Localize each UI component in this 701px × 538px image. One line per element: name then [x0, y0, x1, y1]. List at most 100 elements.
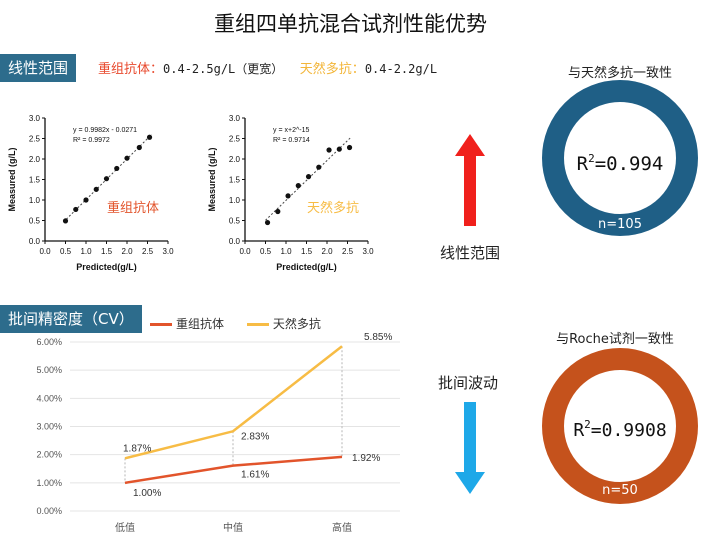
- y-tick-label: 5.00%: [36, 365, 62, 375]
- down-arrow-icon: [455, 402, 485, 494]
- batch-variation-arrow-label: 批间波动: [438, 374, 499, 392]
- y-axis-title: Measured (g/L): [7, 147, 17, 211]
- data-label: 1.92%: [352, 453, 380, 464]
- scatter-point: [146, 134, 153, 140]
- series-line: [124, 455, 343, 485]
- x-category-label: 中值: [223, 521, 243, 534]
- x-tick-label: 1.5: [301, 247, 313, 256]
- recombinant-range-label: 重组抗体：: [98, 62, 164, 77]
- x-tick-label: 1.0: [280, 247, 292, 256]
- data-label: 1.61%: [241, 470, 269, 481]
- x-axis-title: Predicted(g/L): [76, 262, 137, 272]
- series-annotation: 重组抗体: [107, 200, 159, 216]
- natural-range-value: 0.4-2.2g/L: [364, 62, 438, 76]
- linear-range-summary: 重组抗体：0.4-2.5g/L（更宽） 天然多抗：0.4-2.2g/L: [98, 58, 437, 77]
- cv-legend: 重组抗体 天然多抗: [150, 315, 321, 332]
- series-annotation: 天然多抗: [307, 200, 359, 216]
- data-label: 2.83%: [241, 431, 269, 442]
- data-label: 1.00%: [133, 488, 161, 499]
- scatter-point: [336, 146, 342, 152]
- y-tick-label: 4.00%: [36, 393, 62, 403]
- y-tick-label: 3.0: [229, 114, 241, 123]
- scatter-point: [114, 165, 120, 172]
- scatter-point: [285, 193, 291, 199]
- cv-section-label: 批间精密度（CV）: [0, 305, 142, 333]
- x-tick-label: 1.5: [101, 247, 113, 256]
- ring-title-natural: 与天然多抗一致性: [567, 66, 672, 81]
- scatter-point: [264, 219, 271, 226]
- x-tick-label: 3.0: [162, 247, 174, 256]
- ring-n-natural: n=105: [598, 217, 642, 232]
- y-tick-label: 0.5: [229, 217, 241, 226]
- y-tick-label: 1.0: [29, 196, 41, 205]
- scatter-chart-natural: 0.0 0.5 1.0 1.5 2.0 2.5 3.0 0.0 0.5 1.0 1.5 2.0 2.5 3…: [207, 114, 374, 272]
- x-tick-label: 2.5: [342, 247, 354, 256]
- y-tick-label: 1.00%: [36, 478, 62, 488]
- ring-title-roche: 与Roche试剂一致性: [556, 332, 674, 347]
- equation-label: y = x+2^-15: [273, 127, 309, 134]
- y-tick-label: 2.0: [29, 155, 41, 164]
- y-tick-label: 0.0: [229, 237, 241, 246]
- page-title: 重组四单抗混合试剂性能优势: [214, 12, 487, 36]
- y-tick-label: 0.5: [29, 217, 41, 226]
- cv-line-chart: 0.00% 1.00% 2.00% 3.00% 4.00% 5.00% 6.00% 低值 中值 高…: [36, 332, 400, 534]
- consistency-ring-natural: R2=0.994 n=105: [542, 80, 698, 236]
- y-tick-label: 2.00%: [36, 450, 62, 460]
- x-category-label: 高值: [332, 521, 352, 534]
- scatter-point: [326, 147, 332, 153]
- scatter-point: [103, 176, 110, 182]
- ring-r2-roche: R2=0.9908: [573, 418, 666, 441]
- scatter-point: [346, 144, 353, 151]
- trend-line: [63, 134, 152, 223]
- y-tick-label: 1.5: [29, 176, 41, 185]
- legend-label-natural: 天然多抗: [272, 317, 321, 331]
- r-squared-label: R² = 0.9972: [73, 137, 110, 144]
- y-tick-label: 3.0: [29, 114, 41, 123]
- consistency-ring-roche: R2=0.9908 n=50: [542, 348, 698, 504]
- y-tick-label: 1.5: [229, 176, 241, 185]
- legend-label-recombinant: 重组抗体: [176, 317, 225, 331]
- scatter-point: [93, 186, 99, 192]
- x-axis-title: Predicted(g/L): [276, 262, 337, 272]
- x-tick-label: 2.5: [142, 247, 154, 256]
- x-tick-label: 0.0: [239, 247, 251, 256]
- y-tick-label: 2.0: [229, 155, 241, 164]
- up-arrow-icon: [455, 134, 485, 226]
- scatter-point: [62, 218, 69, 224]
- x-tick-label: 2.0: [321, 247, 333, 256]
- x-tick-label: 2.0: [121, 247, 133, 256]
- equation-label: y = 0.9982x - 0.0271: [73, 127, 137, 134]
- linear-range-arrow-label: 线性范围: [440, 244, 501, 262]
- data-label: 1.87%: [123, 443, 151, 454]
- linear-range-section-label: 线性范围: [0, 54, 77, 82]
- y-tick-label: 6.00%: [36, 337, 62, 347]
- y-tick-label: 0.00%: [36, 506, 62, 516]
- scatter-point: [73, 206, 79, 213]
- x-tick-label: 3.0: [362, 247, 374, 256]
- y-axis-title: Measured (g/L): [207, 147, 217, 211]
- scatter-point: [305, 174, 312, 180]
- y-tick-label: 1.0: [229, 196, 241, 205]
- y-tick-label: 3.00%: [36, 422, 62, 432]
- natural-range-label: 天然多抗：: [299, 62, 365, 77]
- x-tick-label: 0.0: [39, 247, 51, 256]
- ring-r2-natural: R2=0.994: [577, 152, 664, 175]
- y-tick-label: 2.5: [29, 135, 41, 144]
- scatter-point: [124, 155, 130, 161]
- x-tick-label: 1.0: [80, 247, 92, 256]
- scatter-chart-recombinant: 0.0 0.5 1.0 1.5 2.0 2.5 3.0 0.0 0.5 1.0 1.5 2.0 2.5 3…: [7, 114, 174, 272]
- y-tick-label: 0.0: [29, 237, 41, 246]
- scatter-point: [316, 164, 322, 170]
- x-tick-label: 0.5: [60, 247, 72, 256]
- scatter-point: [275, 208, 281, 215]
- x-tick-label: 0.5: [260, 247, 272, 256]
- legend-swatch-recombinant: [150, 323, 172, 326]
- r-squared-label: R² = 0.9714: [273, 137, 310, 144]
- scatter-point: [295, 183, 301, 189]
- scatter-point: [136, 144, 142, 151]
- legend-swatch-natural: [246, 323, 269, 326]
- ring-n-roche: n=50: [602, 483, 638, 498]
- series-line: [124, 345, 343, 460]
- y-tick-label: 2.5: [229, 135, 241, 144]
- data-label: 5.85%: [364, 332, 392, 343]
